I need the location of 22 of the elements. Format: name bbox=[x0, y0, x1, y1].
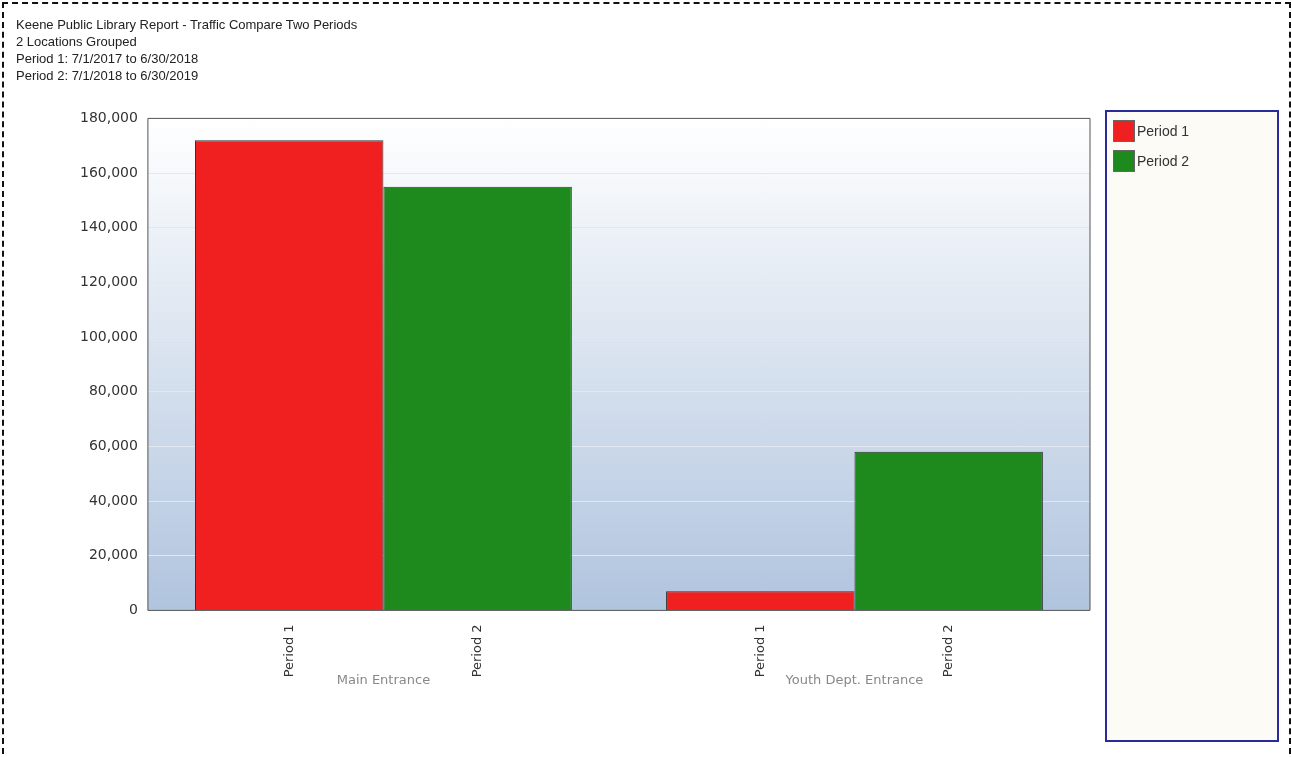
x-tick-label: Youth Dept. Entrance bbox=[784, 671, 924, 687]
y-tick-label: 0 bbox=[128, 601, 138, 618]
chart-title: Keene Public Library Report - Traffic Compare Two Periods bbox=[16, 16, 358, 33]
y-tick-label: 100,000 bbox=[79, 327, 138, 344]
y-tick-label: 60,000 bbox=[88, 437, 138, 454]
text: Period 1: 7/1/2017 to 6/30/2018 bbox=[16, 50, 200, 67]
text: Period 1 bbox=[751, 624, 767, 678]
y-tick-label: 160,000 bbox=[79, 163, 138, 180]
y-tick-label: 140,000 bbox=[79, 218, 138, 235]
text: Period 2 bbox=[469, 624, 485, 678]
text: Period 1 bbox=[280, 624, 296, 678]
y-tick-label: 40,000 bbox=[88, 491, 138, 508]
text: Period 2 bbox=[1137, 153, 1190, 169]
text: Period 2: 7/1/2018 to 6/30/2019 bbox=[16, 67, 200, 84]
y-tick-label: 180,000 bbox=[79, 109, 138, 126]
chart-subtitle: 2 Locations Grouped bbox=[16, 33, 138, 50]
legend-label: Period 1 bbox=[1137, 123, 1190, 139]
y-tick-label: 120,000 bbox=[79, 273, 138, 290]
x-tick-label: Main Entrance bbox=[336, 671, 431, 687]
y-tick-label: 20,000 bbox=[88, 546, 138, 563]
y-tick-label: 80,000 bbox=[88, 382, 138, 399]
text: Period 2 bbox=[940, 624, 956, 678]
